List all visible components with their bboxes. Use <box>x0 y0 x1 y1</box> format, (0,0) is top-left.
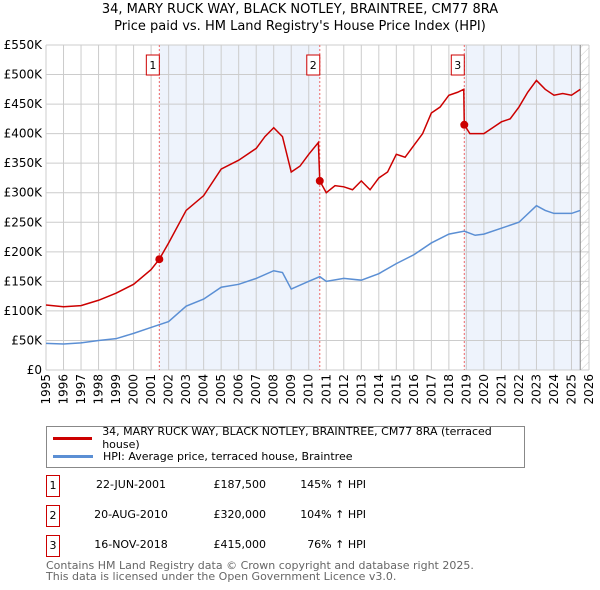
chart-title: 34, MARY RUCK WAY, BLACK NOTLEY, BRAINTR… <box>101 2 499 17</box>
sale-price: £187,500 <box>213 478 267 491</box>
y-tick-label: £350K <box>4 156 44 170</box>
sale-price: £415,000 <box>213 538 267 551</box>
x-tick-label: 2022 <box>512 374 526 405</box>
y-tick-label: £250K <box>4 215 44 229</box>
y-tick-label: £450K <box>4 97 44 111</box>
y-tick-label: £550K <box>4 38 44 52</box>
sale-point <box>315 176 324 185</box>
x-tick-label: 2014 <box>372 374 386 405</box>
x-tick-label: 2016 <box>407 374 421 405</box>
sale-row: 1 22-JUN-2001 £187,500 145% ↑ HPI <box>46 475 446 497</box>
sale-hpi: 104% ↑ HPI <box>300 508 366 521</box>
legend-red-line <box>53 436 93 440</box>
x-tick-label: 2006 <box>232 374 246 405</box>
chart-subtitle: Price paid vs. HM Land Registry's House … <box>114 19 486 34</box>
sale-label: 2 <box>310 59 317 72</box>
x-tick-label: 2003 <box>179 374 193 405</box>
x-tick-label: 2011 <box>319 374 333 405</box>
x-tick-label: 2009 <box>284 374 298 405</box>
x-tick-label: 2015 <box>389 374 403 405</box>
x-tick-label: 2024 <box>547 374 561 405</box>
sale-label: 3 <box>454 59 461 72</box>
x-tick-label: 1997 <box>74 374 88 405</box>
x-tick-label: 2001 <box>144 374 158 405</box>
sale-marker: 1 <box>46 475 60 497</box>
legend-blue-line <box>53 454 93 458</box>
x-tick-label: 2021 <box>494 374 508 405</box>
y-tick-label: £0 <box>27 363 42 377</box>
legend: 34, MARY RUCK WAY, BLACK NOTLEY, BRAINTR… <box>46 425 525 468</box>
footer: Contains HM Land Registry data © Crown c… <box>46 560 474 582</box>
x-tick-label: 2007 <box>249 374 263 405</box>
x-tick-label: 1996 <box>57 374 71 405</box>
x-tick-label: 2018 <box>442 374 456 405</box>
shaded-period <box>159 45 320 370</box>
x-tick-label: 2004 <box>197 374 211 405</box>
x-tick-label: 1999 <box>109 374 123 405</box>
x-tick-label: 2002 <box>162 374 176 405</box>
sale-label-box <box>306 54 321 76</box>
sale-row: 3 16-NOV-2018 £415,000 76% ↑ HPI <box>46 535 446 557</box>
x-tick-label: 2026 <box>582 374 596 405</box>
sale-date: 20-AUG-2010 <box>94 508 168 521</box>
sale-label-box <box>450 54 465 76</box>
sale-marker: 2 <box>46 505 60 527</box>
y-tick-label: £50K <box>11 333 43 347</box>
series-line <box>45 79 581 308</box>
sale-point <box>155 255 164 264</box>
x-tick-label: 2025 <box>564 374 578 405</box>
sale-marker: 3 <box>46 535 60 557</box>
forecast-hatch <box>580 45 589 370</box>
legend-hpi: HPI: Average price, terraced house, Brai… <box>103 449 353 463</box>
footer-line: This data is licensed under the Open Gov… <box>46 570 397 583</box>
x-tick-label: 2010 <box>302 374 316 405</box>
sale-point <box>460 120 469 129</box>
sale-price: £320,000 <box>213 508 267 521</box>
sale-label: 1 <box>149 59 156 72</box>
sale-date: 22-JUN-2001 <box>95 478 167 491</box>
x-tick-label: 1998 <box>92 374 106 405</box>
y-tick-label: £500K <box>4 68 44 82</box>
legend-property: 34, MARY RUCK WAY, BLACK NOTLEY, BRAINTR… <box>102 425 492 451</box>
y-tick-label: £200K <box>4 245 44 259</box>
x-tick-label: 2020 <box>477 374 491 405</box>
sale-hpi: 76% ↑ HPI <box>307 538 366 551</box>
sale-row: 2 20-AUG-2010 £320,000 104% ↑ HPI <box>46 505 446 527</box>
sale-hpi: 145% ↑ HPI <box>300 478 366 491</box>
x-tick-label: 2008 <box>267 374 281 405</box>
x-tick-label: 2017 <box>424 374 438 405</box>
y-tick-label: £150K <box>4 274 44 288</box>
price-chart: 1995 1996 1997 1998 1999 2000 2001 2002 2003 2004… <box>4 38 596 405</box>
sale-label-box <box>145 54 160 76</box>
y-tick-label: £100K <box>4 304 44 318</box>
y-tick-label: £400K <box>4 127 44 141</box>
x-tick-label: 2005 <box>214 374 228 405</box>
sale-date: 16-NOV-2018 <box>94 538 168 551</box>
x-tick-label: 1995 <box>39 374 53 405</box>
x-tick-label: 2013 <box>354 374 368 405</box>
x-tick-label: 2012 <box>337 374 351 405</box>
footer-line: Contains HM Land Registry data © Crown c… <box>46 559 474 572</box>
series-line <box>45 204 581 345</box>
y-tick-label: £300K <box>4 186 44 200</box>
x-tick-label: 2019 <box>459 374 473 405</box>
x-tick-label: 2000 <box>127 374 141 405</box>
x-tick-label: 2023 <box>529 374 543 405</box>
